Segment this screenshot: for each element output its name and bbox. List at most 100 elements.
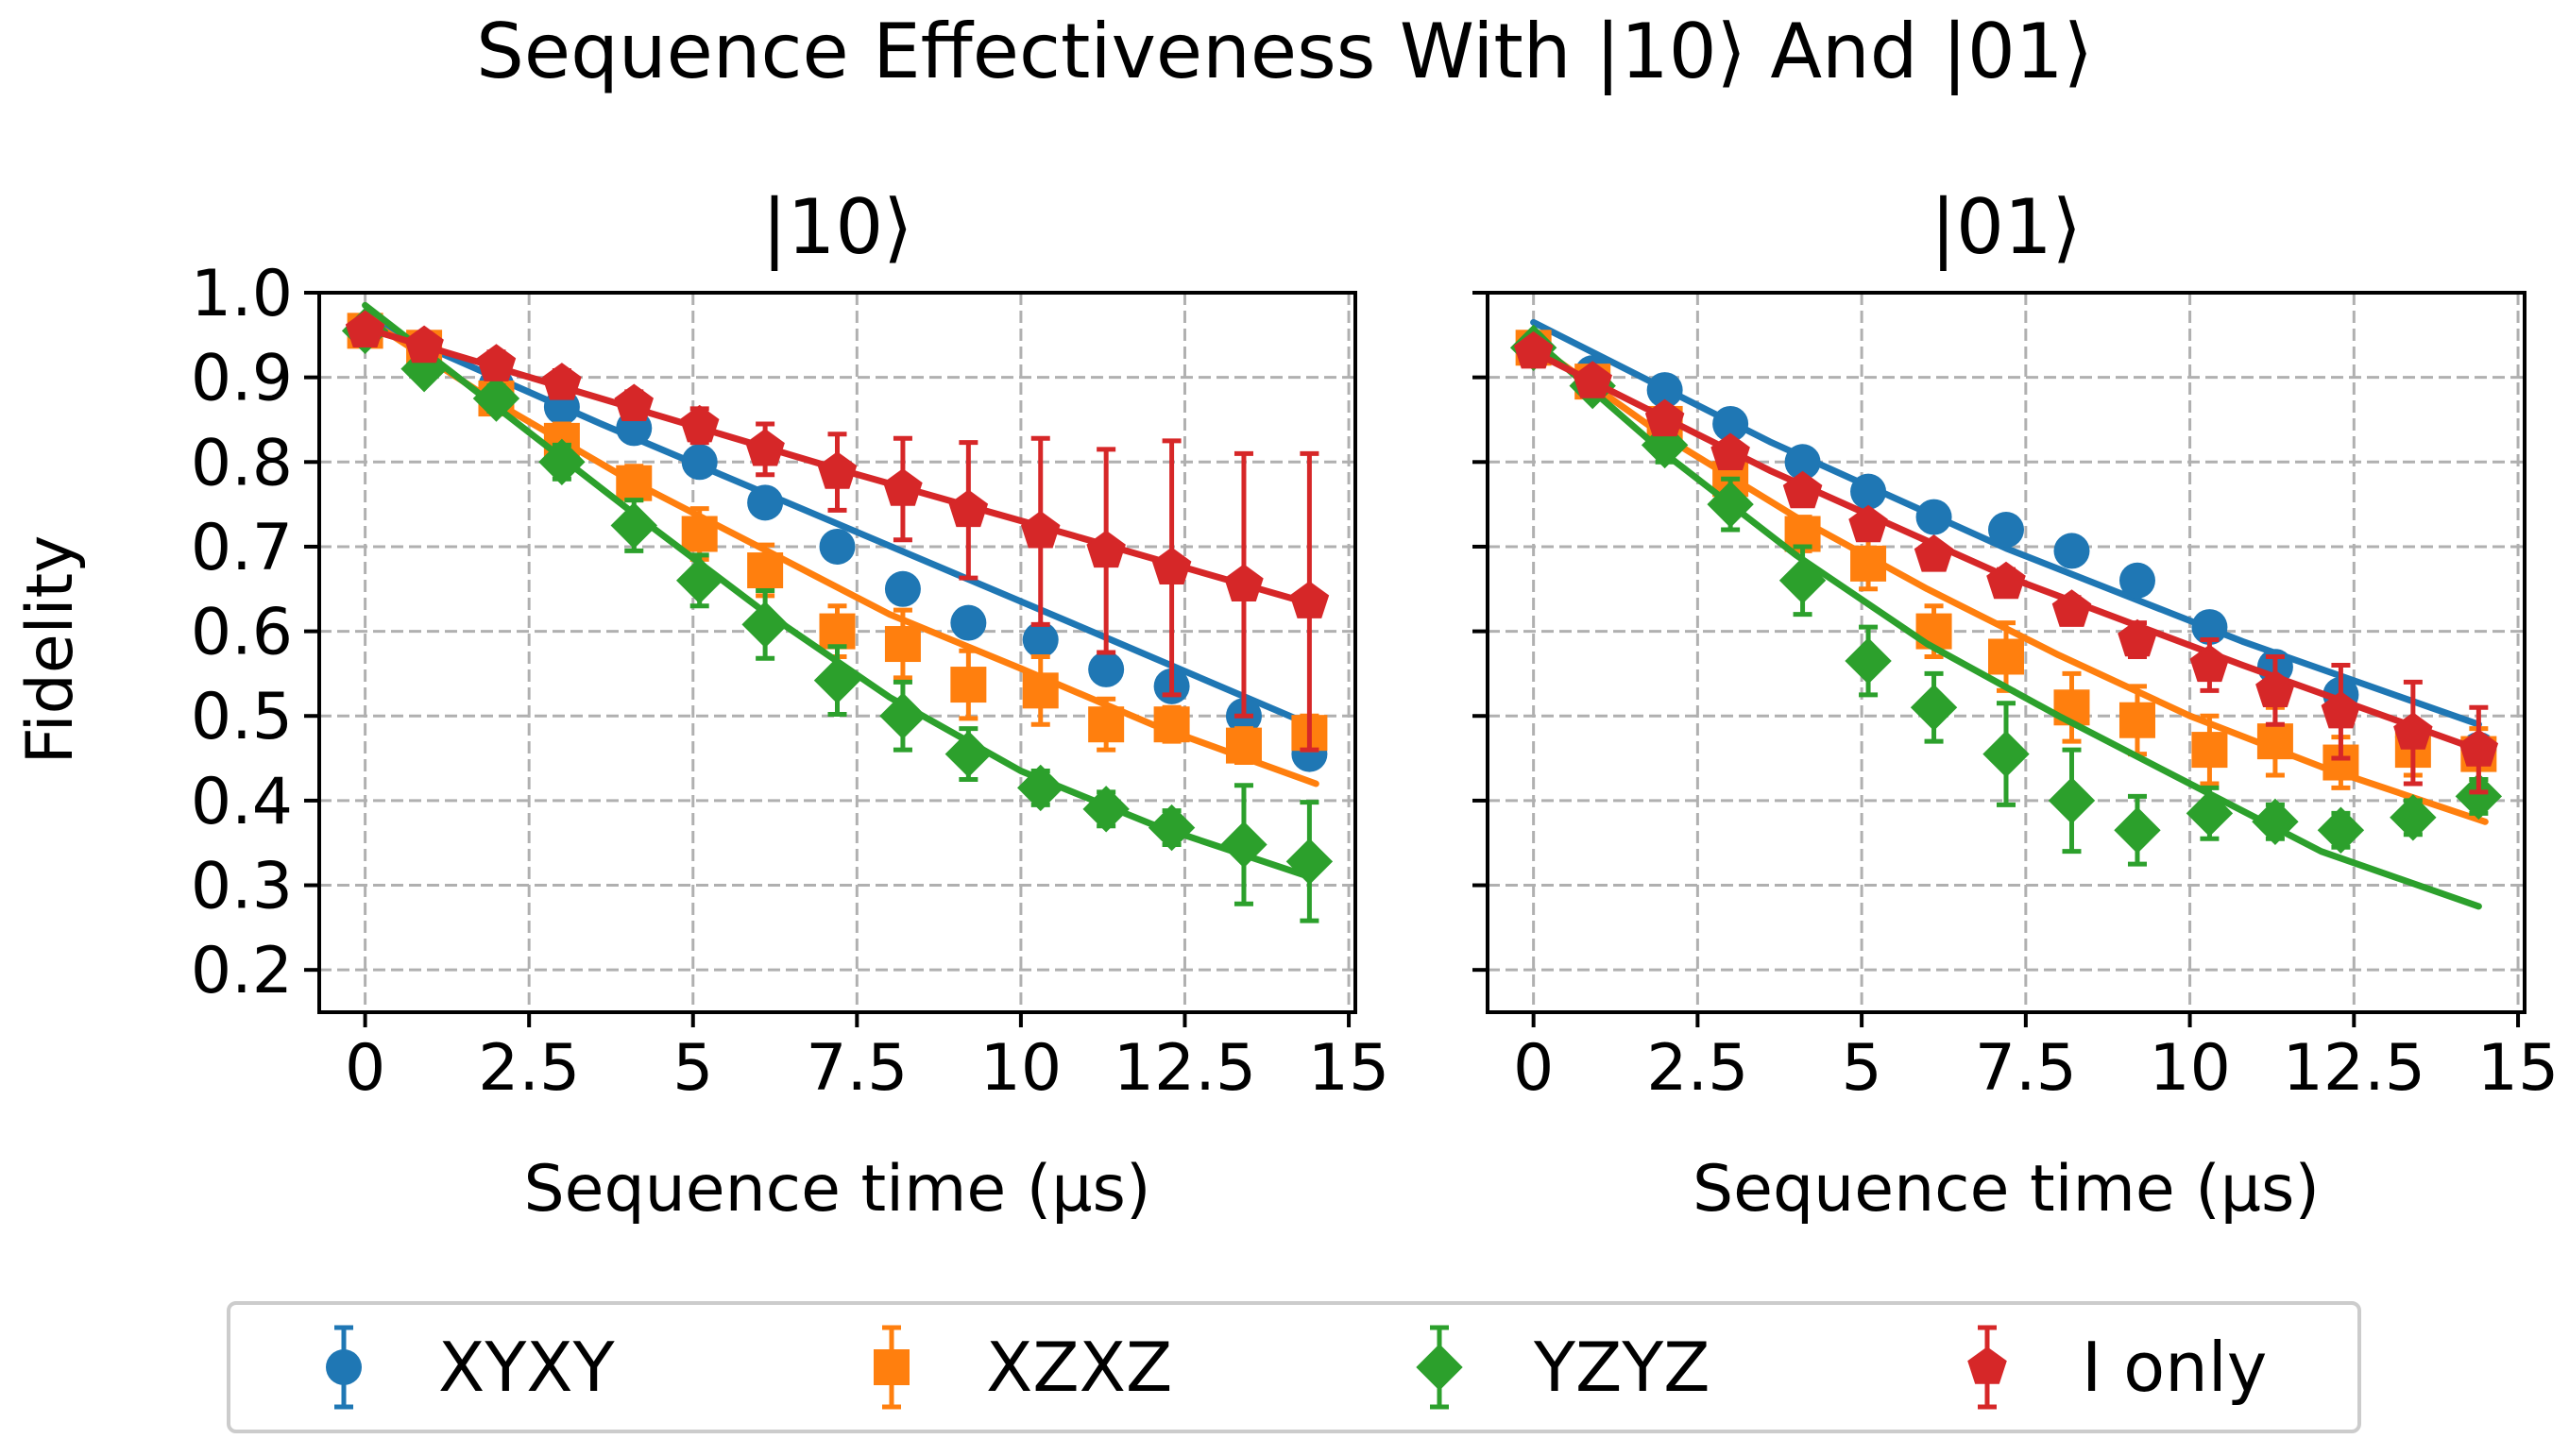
axes-frame <box>1486 291 2526 1014</box>
x-tick-label: 2.5 <box>1646 1031 1748 1106</box>
data-point-yzyz <box>2114 806 2161 854</box>
data-point-yzyz <box>741 601 789 649</box>
x-axis-label: Sequence time (μs) <box>523 1152 1150 1227</box>
data-point-yzyz <box>675 557 723 604</box>
legend-label: I only <box>2082 1328 2268 1407</box>
data-point-i-only <box>2189 644 2230 683</box>
fit-line-xyxy <box>1530 318 2482 728</box>
data-point-yzyz <box>1148 804 1196 852</box>
x-tick-label: 5 <box>672 1031 713 1106</box>
data-point-i-only <box>948 489 989 528</box>
data-point-yzyz <box>472 375 520 422</box>
y-tick-label: 0.3 <box>191 850 293 924</box>
data-point-i-only <box>1644 398 1685 437</box>
data-point-xyxy <box>1712 405 1749 442</box>
series-yzyz <box>1509 324 2503 910</box>
data-point-xyxy <box>1915 499 1952 535</box>
data-point-xyxy <box>1088 651 1125 687</box>
data-point-xyxy <box>819 528 856 565</box>
data-point-yzyz <box>538 438 586 485</box>
legend-item-yzyz: YZYZ <box>1402 1305 1710 1430</box>
y-tick-label: 1.0 <box>191 257 293 331</box>
data-point-xzxz <box>950 667 987 703</box>
series-i-only <box>1513 330 2499 795</box>
data-point-i-only <box>345 310 385 347</box>
data-point-xzxz <box>747 552 784 589</box>
data-point-yzyz <box>1910 684 1958 731</box>
data-point-i-only <box>817 451 858 489</box>
data-point-i-only <box>1914 534 1954 572</box>
data-point-xzxz <box>1988 638 2024 675</box>
panel-ket-01: |01⟩ 0 2.5 5 7.5 10 12.5 15 Sequence time (μs) <box>1472 183 2559 1227</box>
data-point-i-only <box>679 404 720 443</box>
y-tick-label: 0.6 <box>191 596 293 670</box>
data-point-xyxy <box>2053 533 2090 569</box>
data-point-xyxy <box>884 570 921 607</box>
panel-title: |01⟩ <box>1931 183 2082 272</box>
data-point-xzxz <box>616 465 653 501</box>
legend-marker-xyxy <box>326 1325 362 1410</box>
data-point-i-only <box>2458 729 2499 767</box>
data-point-yzyz <box>879 692 927 739</box>
data-point-yzyz <box>1982 730 2030 778</box>
data-point-i-only <box>476 344 517 381</box>
data-point-yzyz <box>1017 764 1064 812</box>
data-point-xzxz <box>1850 545 1887 582</box>
data-point-yzyz <box>813 656 861 704</box>
fit-line-xyxy <box>362 316 1313 728</box>
data-point-xzxz <box>2191 732 2228 769</box>
x-tick-label: 15 <box>2477 1031 2560 1106</box>
legend-label: XZXZ <box>986 1328 1173 1407</box>
fit-line-xzxz <box>362 314 1319 787</box>
data-point-i-only <box>1782 470 1823 509</box>
data-point-yzyz <box>2048 777 2096 824</box>
data-point-i-only <box>614 383 654 421</box>
data-point-yzyz <box>1778 557 1827 604</box>
data-point-i-only <box>1848 504 1888 543</box>
legend-marker-i-only <box>1967 1325 2007 1410</box>
legend-item-xyxy: XYXY <box>306 1305 615 1430</box>
data-point-i-only <box>542 363 582 400</box>
fit-line-xzxz <box>1530 340 2489 825</box>
legend-label: XYXY <box>438 1328 615 1407</box>
data-point-xzxz <box>681 516 718 552</box>
data-point-yzyz <box>1220 821 1267 869</box>
data-point-i-only <box>1289 581 1330 618</box>
data-point-i-only <box>1224 564 1264 601</box>
data-point-xzxz <box>1088 706 1125 743</box>
data-point-yzyz <box>1285 838 1334 886</box>
panel-title: |10⟩ <box>762 183 913 272</box>
data-point-i-only <box>1710 432 1750 470</box>
data-point-i-only <box>1573 361 1612 398</box>
legend-marker-shape <box>1967 1346 2007 1384</box>
x-tick-label: 7.5 <box>1975 1031 2077 1106</box>
legend-marker-shape <box>874 1349 910 1385</box>
y-axis-label: Fidelity <box>13 535 88 765</box>
x-tick-label: 10 <box>980 1031 1063 1106</box>
legend-marker-shape <box>1416 1344 1463 1391</box>
data-point-yzyz <box>1707 481 1754 528</box>
data-point-xyxy <box>681 444 718 481</box>
data-point-xzxz <box>1153 706 1190 743</box>
data-point-i-only <box>745 429 785 466</box>
x-tick-label: 0 <box>345 1031 385 1106</box>
legend-marker-xzxz <box>874 1325 910 1410</box>
y-tick-label: 0.2 <box>191 934 293 1008</box>
data-point-yzyz <box>2317 806 2365 854</box>
data-point-yzyz <box>1082 786 1130 833</box>
data-point-yzyz <box>944 730 993 778</box>
data-point-i-only <box>1513 330 1554 369</box>
y-tick-label: 0.5 <box>191 680 293 754</box>
data-point-i-only <box>2051 589 2092 627</box>
data-point-xzxz <box>2118 702 2155 738</box>
data-point-yzyz <box>2186 789 2234 838</box>
data-point-yzyz <box>2455 772 2503 821</box>
data-point-i-only <box>2321 690 2361 729</box>
y-tick-label: 0.9 <box>191 342 293 416</box>
legend: XYXY XZXZ YZYZ I only <box>227 1301 2361 1433</box>
figure-title: Sequence Effectiveness With |10⟩ And |01… <box>476 8 2093 96</box>
data-point-xyxy <box>747 484 784 521</box>
data-point-xyxy <box>1988 512 2024 549</box>
x-tick-label: 15 <box>1308 1031 1390 1106</box>
